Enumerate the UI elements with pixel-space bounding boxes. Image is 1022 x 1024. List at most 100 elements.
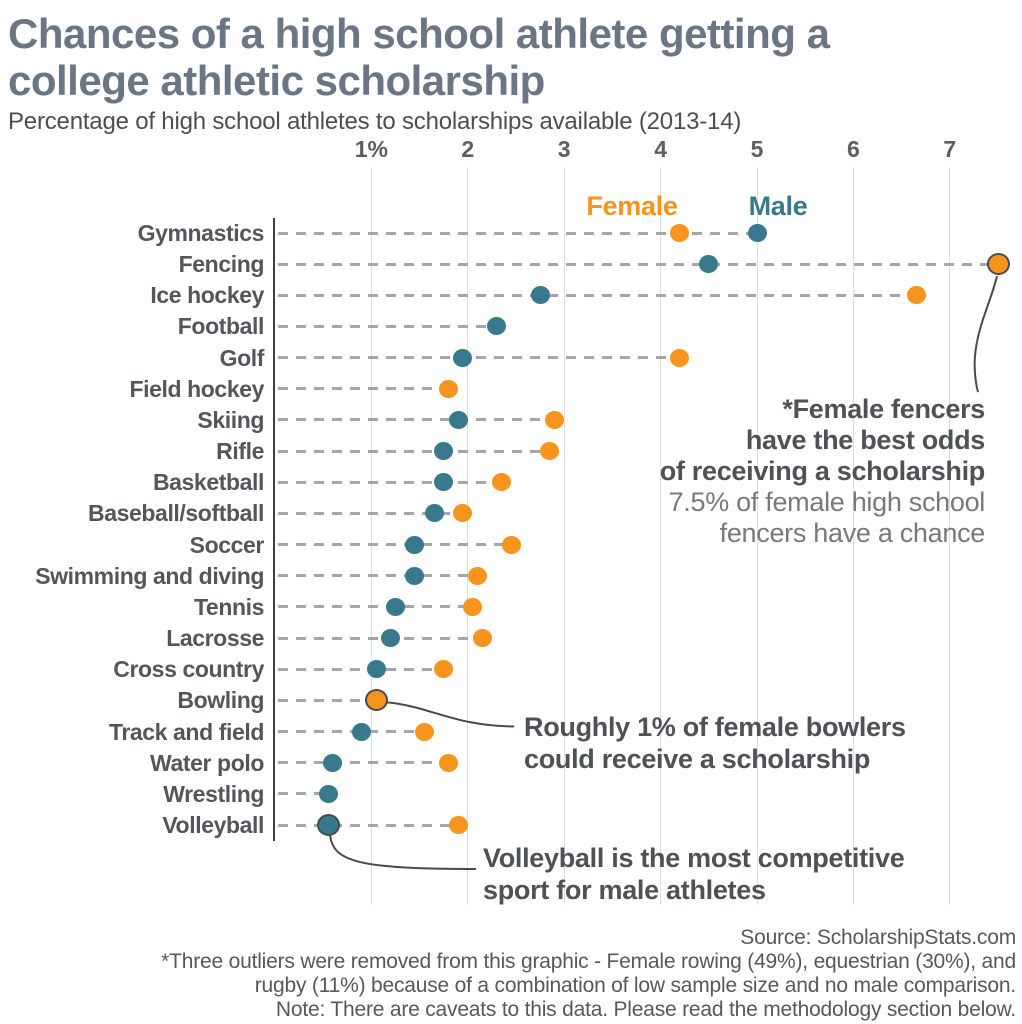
male-data-point <box>530 286 550 305</box>
row-dash-line <box>278 449 550 453</box>
row-dash-line <box>278 356 680 360</box>
chart-title-line2: college athletic scholarship <box>8 57 545 104</box>
female-data-point <box>414 722 434 741</box>
row-dash-line <box>278 823 459 827</box>
female-data-point <box>453 504 473 523</box>
sport-label: Swimming and diving <box>35 562 264 589</box>
row-dash-line <box>278 636 483 640</box>
row-dash-line <box>278 418 555 422</box>
chart-title: Chances of a high school athlete getting… <box>8 10 1008 104</box>
x-tick-label: 6 <box>846 136 860 162</box>
gridline-2 <box>467 167 469 905</box>
male-data-point <box>323 753 343 772</box>
female-data-point <box>670 348 690 367</box>
male-data-point <box>699 255 719 274</box>
y-axis-line <box>273 218 275 841</box>
male-data-point <box>747 224 767 242</box>
sport-label: Soccer <box>189 531 265 558</box>
row-dash-line <box>278 730 425 734</box>
legend-male-label: Male <box>748 191 808 221</box>
female-data-point <box>986 253 1010 276</box>
x-tick-label: 4 <box>654 136 667 162</box>
row-dash-line <box>278 387 449 391</box>
male-data-point <box>381 629 401 648</box>
fencing-annotation-bold-line3: of receiving a scholarship <box>659 456 986 486</box>
sport-label: Volleyball <box>162 812 264 839</box>
sport-label: Skiing <box>197 406 264 433</box>
female-data-point <box>439 379 459 398</box>
footnote-line1: *Three outliers were removed from this g… <box>161 950 1016 973</box>
sport-label: Football <box>177 313 265 340</box>
female-data-point <box>434 660 454 679</box>
volleyball-annotation-line2: sport for male athletes <box>483 875 766 905</box>
sport-label: Wrestling <box>163 780 264 807</box>
sport-label: Golf <box>219 344 265 371</box>
female-data-point <box>540 442 560 461</box>
row-dash-line <box>278 324 497 328</box>
fencing-annotation-light-line1: 7.5% of female high school <box>668 487 986 517</box>
female-data-point <box>501 535 521 554</box>
row-dash-line <box>278 605 473 609</box>
fencing-annotation-bold-line1: *Female fencers <box>782 394 985 424</box>
bowling-annotation-line1: Roughly 1% of female bowlers <box>524 712 906 742</box>
male-data-point <box>386 597 405 616</box>
x-tick-label: 2 <box>461 136 475 162</box>
sport-label: Lacrosse <box>166 625 264 652</box>
female-data-point <box>906 286 926 305</box>
male-data-point <box>448 410 468 429</box>
row-dash-line <box>278 293 917 297</box>
sport-label: Basketball <box>152 469 264 496</box>
female-data-point <box>492 473 512 492</box>
female-data-point <box>467 566 487 585</box>
gridline-3 <box>563 167 565 905</box>
row-dash-line <box>278 480 502 484</box>
female-data-point <box>439 753 459 772</box>
row-dash-line <box>278 792 329 796</box>
female-data-point <box>472 629 492 648</box>
female-data-point <box>670 224 690 242</box>
volleyball-connector-line <box>329 834 477 871</box>
chart-subtitle: Percentage of high school athletes to sc… <box>8 108 742 135</box>
male-data-point <box>434 442 454 461</box>
female-data-point <box>364 689 388 712</box>
male-data-point <box>316 814 340 837</box>
sport-label: Baseball/softball <box>88 500 264 527</box>
x-tick-label: 1% <box>354 136 389 162</box>
row-dash-line <box>278 262 998 266</box>
female-data-point <box>545 410 565 429</box>
bowling-connector-line <box>387 701 515 728</box>
footer-notes: Source: ScholarshipStats.com *Three outl… <box>6 926 1016 1022</box>
source-line: Source: ScholarshipStats.com <box>740 926 1016 949</box>
bowling-annotation: Roughly 1% of female bowlers could recei… <box>524 711 906 775</box>
sport-label: Water polo <box>150 749 264 776</box>
sport-label: Ice hockey <box>150 282 264 309</box>
gridline-1 <box>370 167 372 905</box>
fencing-annotation-light-line2: fencers have a chance <box>719 518 986 548</box>
volleyball-annotation: Volleyball is the most competitive sport… <box>483 842 905 906</box>
fencing-annotation: *Female fencers have the best odds of re… <box>525 394 986 549</box>
gridline-5 <box>756 167 758 905</box>
sport-label: Rifle <box>216 438 264 465</box>
chart-title-line1: Chances of a high school athlete getting… <box>8 10 830 57</box>
sport-label: Field hockey <box>129 375 264 402</box>
row-dash-line <box>278 543 512 547</box>
row-dash-line <box>278 574 478 578</box>
male-data-point <box>352 722 372 741</box>
gridline-4 <box>660 167 662 905</box>
row-dash-line <box>278 667 444 671</box>
sport-label: Fencing <box>178 251 265 278</box>
gridline-6 <box>852 167 854 905</box>
male-data-point <box>424 504 444 523</box>
sport-label: Track and field <box>108 718 264 745</box>
male-data-point <box>453 348 473 367</box>
legend-female-label: Female <box>586 191 678 221</box>
sport-label: Cross country <box>113 656 264 683</box>
fencing-connector-line <box>973 275 998 393</box>
male-data-point <box>366 660 386 679</box>
female-data-point <box>463 597 483 616</box>
footnote-line2: rugby (11%) because of a combination of … <box>254 974 1016 997</box>
row-dash-line <box>278 231 757 235</box>
row-dash-line <box>278 511 463 515</box>
x-tick-label: 5 <box>750 136 764 162</box>
